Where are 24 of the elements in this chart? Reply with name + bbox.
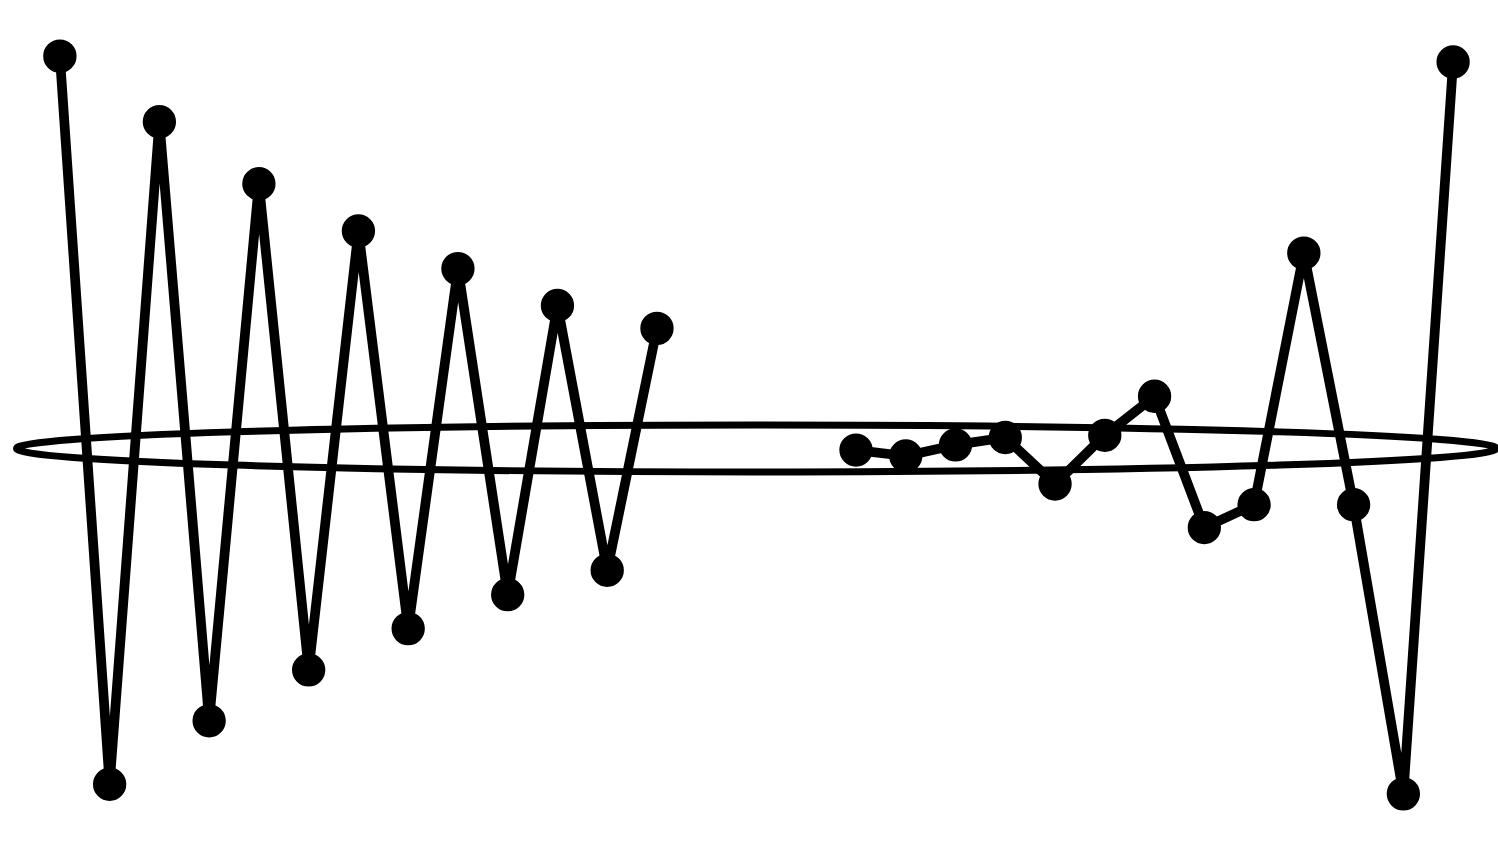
point [988,420,1022,455]
point [938,428,973,462]
point [142,105,177,139]
point [1187,510,1221,545]
point [1137,379,1172,413]
point [1436,45,1470,79]
point [341,214,376,248]
point [391,611,425,646]
point [92,767,127,801]
point [1386,777,1421,811]
point [640,311,674,346]
point [1287,236,1321,270]
point [291,653,326,687]
point [242,167,276,201]
point [540,288,575,323]
point [590,553,624,587]
point [441,251,475,286]
point [839,433,873,467]
point [43,39,77,73]
point [491,578,525,612]
point [1336,488,1371,522]
point [1237,488,1271,522]
point [192,704,226,738]
point [1088,418,1122,452]
